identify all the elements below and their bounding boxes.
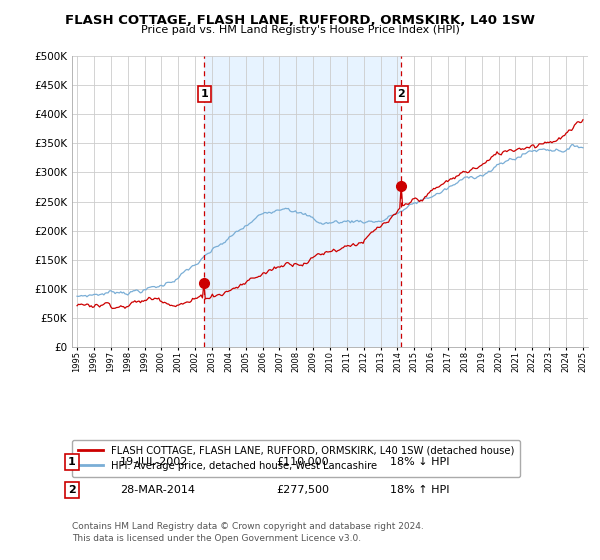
Text: 18% ↓ HPI: 18% ↓ HPI — [390, 457, 449, 467]
Text: £277,500: £277,500 — [276, 485, 329, 495]
Text: 28-MAR-2014: 28-MAR-2014 — [120, 485, 195, 495]
Text: Price paid vs. HM Land Registry's House Price Index (HPI): Price paid vs. HM Land Registry's House … — [140, 25, 460, 35]
Text: 1: 1 — [200, 89, 208, 99]
Legend: FLASH COTTAGE, FLASH LANE, RUFFORD, ORMSKIRK, L40 1SW (detached house), HPI: Ave: FLASH COTTAGE, FLASH LANE, RUFFORD, ORMS… — [72, 440, 520, 477]
Text: This data is licensed under the Open Government Licence v3.0.: This data is licensed under the Open Gov… — [72, 534, 361, 543]
Text: 2: 2 — [397, 89, 405, 99]
Text: 18% ↑ HPI: 18% ↑ HPI — [390, 485, 449, 495]
Bar — [204, 56, 401, 347]
Text: 19-JUL-2002: 19-JUL-2002 — [120, 457, 188, 467]
Text: £110,000: £110,000 — [276, 457, 329, 467]
Text: FLASH COTTAGE, FLASH LANE, RUFFORD, ORMSKIRK, L40 1SW: FLASH COTTAGE, FLASH LANE, RUFFORD, ORMS… — [65, 14, 535, 27]
Text: 2: 2 — [68, 485, 76, 495]
Text: Contains HM Land Registry data © Crown copyright and database right 2024.: Contains HM Land Registry data © Crown c… — [72, 522, 424, 531]
Text: 1: 1 — [68, 457, 76, 467]
